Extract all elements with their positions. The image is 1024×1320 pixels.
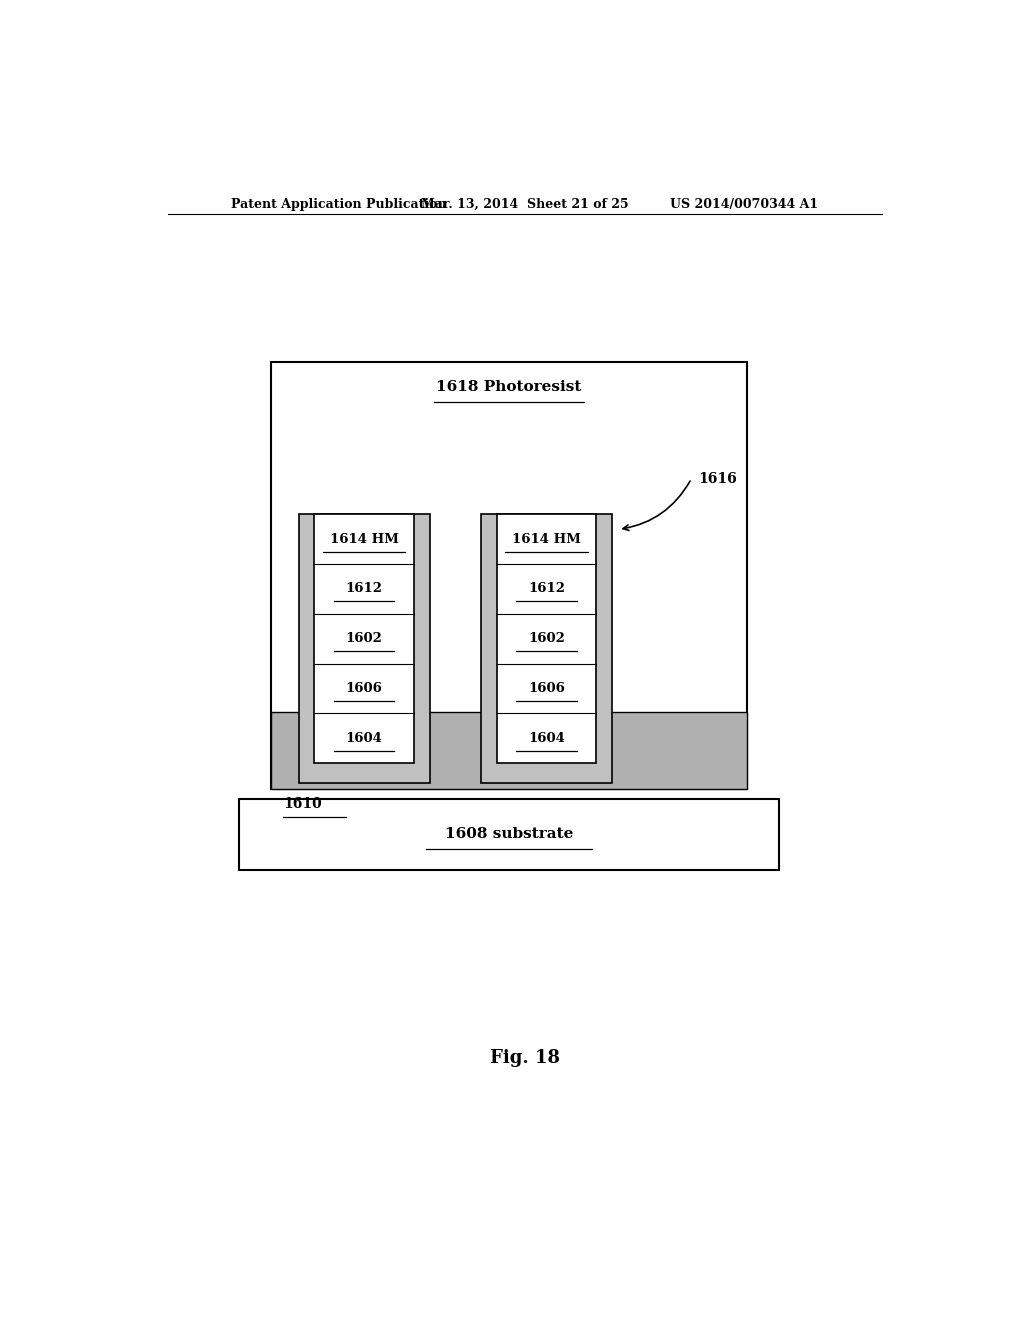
Text: 1616: 1616 bbox=[697, 471, 736, 486]
FancyBboxPatch shape bbox=[270, 362, 748, 788]
Text: 1614 HM: 1614 HM bbox=[512, 532, 581, 545]
Text: 1612: 1612 bbox=[345, 582, 383, 595]
FancyBboxPatch shape bbox=[270, 713, 748, 788]
Text: 1614 HM: 1614 HM bbox=[330, 532, 398, 545]
Text: 1602: 1602 bbox=[528, 632, 565, 645]
FancyBboxPatch shape bbox=[299, 515, 430, 784]
Text: 1602: 1602 bbox=[346, 632, 383, 645]
Text: 1606: 1606 bbox=[346, 682, 383, 694]
Text: 1612: 1612 bbox=[528, 582, 565, 595]
FancyBboxPatch shape bbox=[240, 799, 779, 870]
Text: Patent Application Publication: Patent Application Publication bbox=[231, 198, 446, 211]
Text: 1604: 1604 bbox=[346, 731, 383, 744]
Text: 1608 substrate: 1608 substrate bbox=[444, 828, 573, 841]
FancyBboxPatch shape bbox=[497, 515, 596, 763]
Text: 1618 Photoresist: 1618 Photoresist bbox=[436, 380, 582, 395]
FancyBboxPatch shape bbox=[481, 515, 612, 784]
Text: Mar. 13, 2014  Sheet 21 of 25: Mar. 13, 2014 Sheet 21 of 25 bbox=[421, 198, 629, 211]
Text: 1610: 1610 bbox=[283, 797, 322, 810]
Text: 1604: 1604 bbox=[528, 731, 565, 744]
Text: US 2014/0070344 A1: US 2014/0070344 A1 bbox=[671, 198, 818, 211]
FancyBboxPatch shape bbox=[314, 515, 414, 763]
Text: 1606: 1606 bbox=[528, 682, 565, 694]
Text: Fig. 18: Fig. 18 bbox=[489, 1049, 560, 1067]
